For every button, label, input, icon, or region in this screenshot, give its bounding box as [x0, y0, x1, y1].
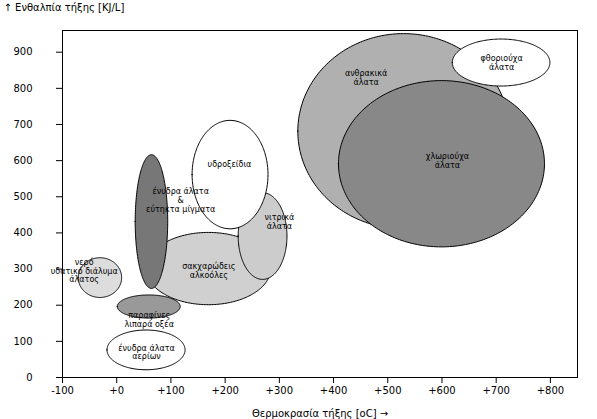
- svg-text:Θερμοκρασία τήξης [oC] →: Θερμοκρασία τήξης [oC] →: [252, 408, 388, 419]
- svg-text:σακχαρώδειςαλκοόλες: σακχαρώδειςαλκοόλες: [182, 261, 235, 280]
- svg-text:500: 500: [13, 191, 32, 202]
- svg-text:+300: +300: [266, 385, 293, 396]
- svg-text:+800: +800: [537, 385, 564, 396]
- svg-text:ένυδρα άλατα&εύτηκτα μίγματα: ένυδρα άλατα&εύτηκτα μίγματα: [146, 186, 215, 214]
- svg-text:300: 300: [13, 263, 32, 274]
- svg-text:+200: +200: [211, 385, 238, 396]
- svg-text:-100: -100: [51, 385, 74, 396]
- svg-text:+100: +100: [157, 385, 184, 396]
- svg-text:φθοριούχαάλατα: φθοριούχαάλατα: [480, 53, 522, 72]
- svg-text:ένυδρα άλατααερίων: ένυδρα άλατααερίων: [118, 343, 175, 362]
- svg-text:+400: +400: [320, 385, 347, 396]
- svg-text:200: 200: [13, 299, 32, 310]
- svg-text:χλωριούχαάλατα: χλωριούχαάλατα: [426, 151, 469, 170]
- svg-text:100: 100: [13, 336, 32, 347]
- svg-text:+700: +700: [482, 385, 509, 396]
- svg-text:+500: +500: [374, 385, 401, 396]
- svg-text:800: 800: [13, 83, 32, 94]
- svg-text:υδροξείδια: υδροξείδια: [208, 160, 252, 169]
- svg-text:ανθρακικάάλατα: ανθρακικάάλατα: [345, 69, 387, 87]
- svg-text:700: 700: [13, 119, 32, 130]
- svg-text:900: 900: [13, 46, 32, 57]
- svg-text:+600: +600: [428, 385, 455, 396]
- svg-text:400: 400: [13, 227, 32, 238]
- svg-text:600: 600: [13, 155, 32, 166]
- svg-text:+0: +0: [109, 385, 124, 396]
- svg-text:παραφίνεςλιπαρά οξέα: παραφίνεςλιπαρά οξέα: [125, 311, 174, 329]
- svg-text:↑ Ενθαλπία τήξης [KJ/L]: ↑ Ενθαλπία τήξης [KJ/L]: [4, 2, 125, 13]
- svg-text:νερόυδατικό διάλυμαάλατος: νερόυδατικό διάλυμαάλατος: [51, 257, 118, 285]
- svg-text:νιτρικάάλατα: νιτρικάάλατα: [264, 213, 294, 231]
- svg-text:0: 0: [26, 372, 32, 383]
